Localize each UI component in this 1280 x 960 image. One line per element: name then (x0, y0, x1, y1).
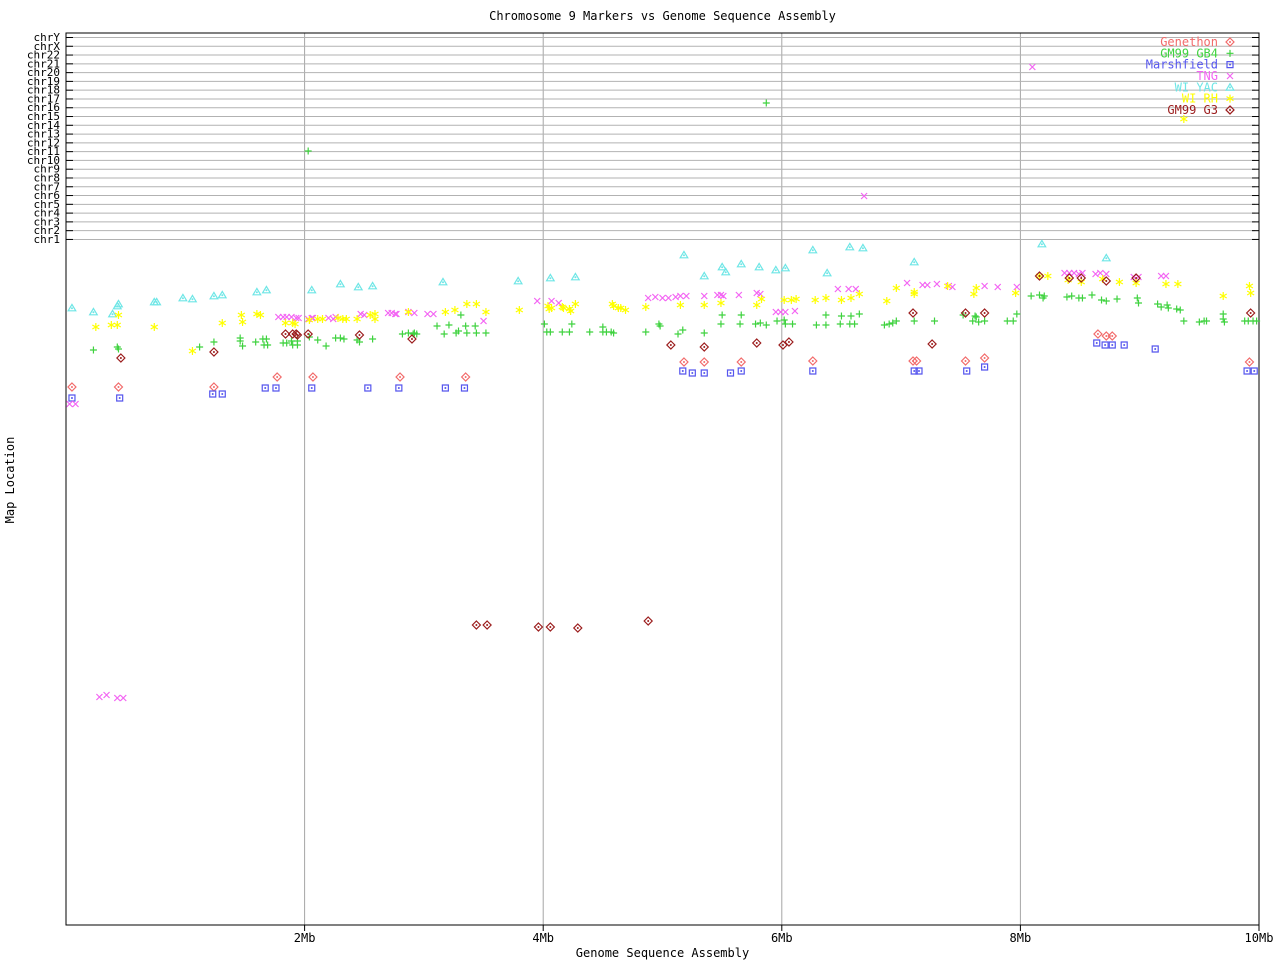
series-wi-rh (92, 115, 1255, 355)
legend-label-marshfield: Marshfield (1146, 58, 1218, 72)
row-label-chr2: chr2 (34, 224, 61, 237)
series-gm99-g3 (116, 271, 1256, 633)
row-label-chr21: chr21 (27, 57, 60, 70)
row-label-chr19: chr19 (27, 75, 60, 88)
row-label-chr14: chr14 (27, 119, 60, 132)
row-label-chr5: chr5 (34, 198, 61, 211)
series-genethon (67, 329, 1255, 392)
row-label-chrX: chrX (34, 40, 61, 53)
row-label-chr16: chr16 (27, 101, 60, 114)
x-tick-label: 2Mb (294, 931, 316, 945)
row-label-chr9: chr9 (34, 163, 61, 176)
row-label-chr4: chr4 (34, 207, 61, 220)
legend-label-wi-yac: WI YAC (1175, 80, 1218, 94)
row-label-chr10: chr10 (27, 154, 60, 167)
legend-label-tng: TNG (1196, 69, 1218, 83)
row-label-chr12: chr12 (27, 136, 60, 149)
plot-frame (65, 32, 1260, 926)
series-gm99-gb4 (89, 99, 1261, 354)
vertical-gridlines (304, 33, 1021, 925)
legend-label-wi-rh: WI RH (1182, 92, 1218, 106)
x-tick-label: 10Mb (1245, 931, 1274, 945)
x-tick-label: 4Mb (532, 931, 554, 945)
series-marshfield (68, 339, 1258, 402)
x-axis-ticks: 2Mb 4Mb 6Mb 8Mb 10Mb (294, 925, 1274, 945)
row-label-chr11: chr11 (27, 145, 60, 158)
row-label-chr17: chr17 (27, 92, 60, 105)
row-label-chr22: chr22 (27, 49, 60, 62)
series-tng (66, 63, 1170, 702)
row-label-chr18: chr18 (27, 84, 60, 97)
row-label-chr3: chr3 (34, 215, 61, 228)
chart-title: Chromosome 9 Markers vs Genome Sequence … (489, 9, 836, 23)
legend-label-gm99-g3: GM99 G3 (1167, 103, 1218, 117)
legend-label-genethon: Genethon (1160, 35, 1218, 49)
x-axis-label: Genome Sequence Assembly (575, 946, 750, 960)
row-label-chr8: chr8 (34, 171, 61, 184)
row-label-chr1: chr1 (34, 233, 61, 246)
row-label-chr7: chr7 (34, 180, 61, 193)
legend-label-gm99-gb4: GM99 GB4 (1160, 46, 1218, 60)
series-wi-yac (67, 239, 1112, 318)
row-label-chrY: chrY (34, 31, 61, 44)
row-label-chr13: chr13 (27, 128, 60, 141)
x-tick-label: 8Mb (1010, 931, 1032, 945)
row-label-chr15: chr15 (27, 110, 60, 123)
chromosome-rows: chrYchrXchr22chr21chr20chr19chr18chr17ch… (27, 31, 1259, 246)
row-label-chr6: chr6 (34, 189, 61, 202)
row-label-chr20: chr20 (27, 66, 60, 79)
x-tick-label: 6Mb (771, 931, 793, 945)
